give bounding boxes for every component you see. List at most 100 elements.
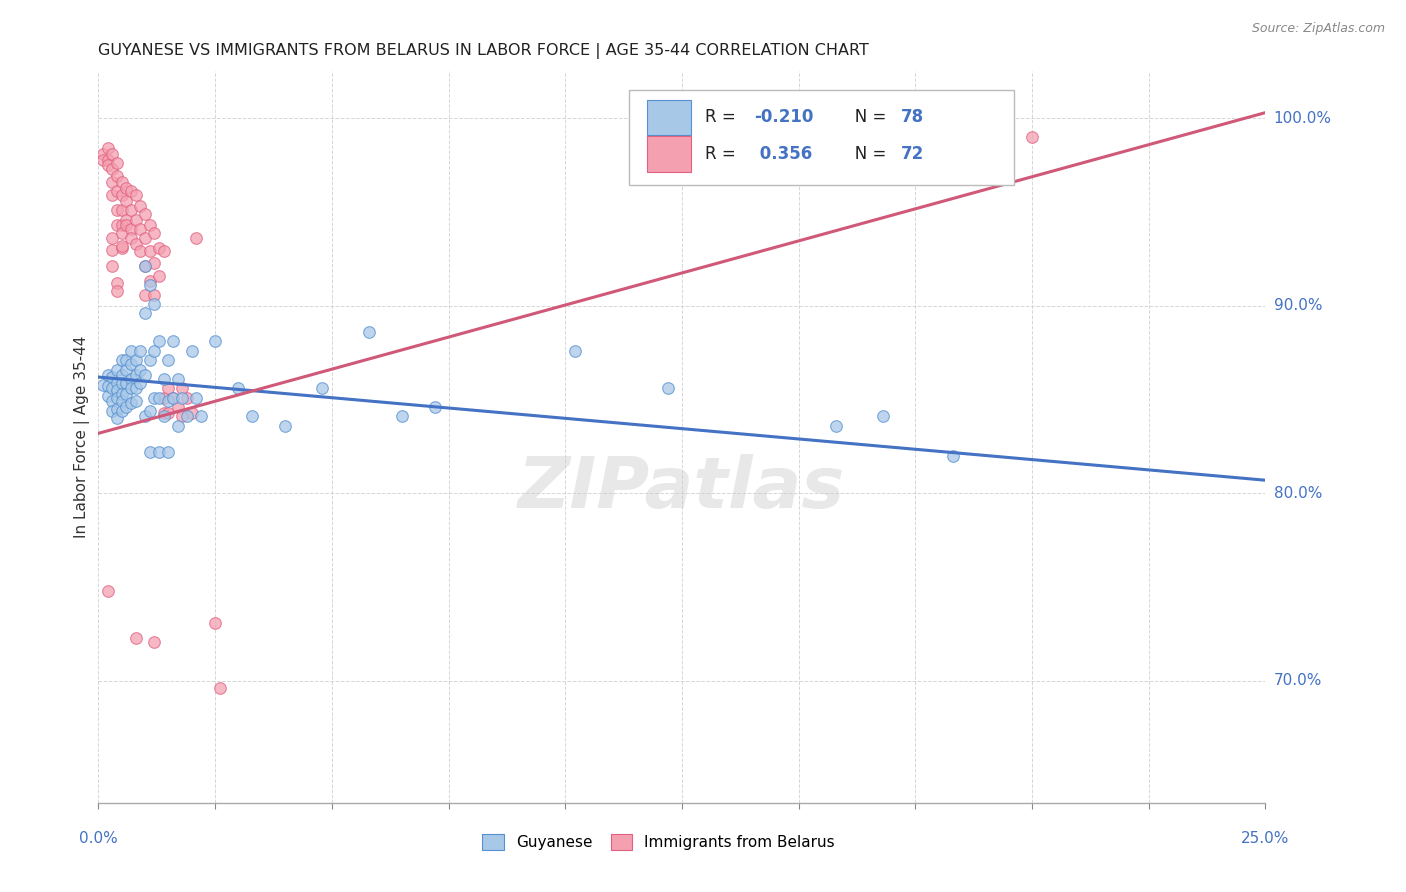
Point — [152, 391, 174, 405]
Point — [180, 343, 202, 358]
Point — [152, 409, 174, 424]
Point — [105, 362, 128, 376]
Point — [143, 226, 166, 240]
Point — [111, 376, 134, 390]
Point — [134, 368, 156, 383]
Point — [134, 287, 156, 301]
Text: 25.0%: 25.0% — [1241, 830, 1289, 846]
Point — [129, 376, 152, 390]
Point — [105, 218, 128, 232]
Point — [157, 406, 180, 420]
Text: 78: 78 — [901, 109, 924, 127]
Point — [105, 185, 128, 199]
Text: 0.356: 0.356 — [754, 145, 813, 163]
Point — [105, 277, 128, 291]
Point — [204, 615, 226, 630]
Point — [180, 406, 202, 420]
Point — [143, 287, 166, 301]
Point — [143, 255, 166, 269]
Point — [157, 353, 180, 368]
Point — [111, 188, 134, 202]
Point — [101, 188, 124, 202]
Point — [120, 357, 142, 371]
Point — [97, 389, 120, 403]
Point — [125, 353, 148, 368]
Text: 70.0%: 70.0% — [1274, 673, 1322, 689]
Point — [172, 391, 194, 405]
Point — [134, 306, 156, 320]
Point — [134, 231, 156, 245]
Point — [120, 396, 142, 410]
Point — [115, 400, 138, 414]
Point — [97, 368, 120, 383]
Point — [242, 409, 264, 424]
Point — [97, 141, 120, 155]
Point — [125, 394, 148, 409]
Text: N =: N = — [839, 145, 891, 163]
Point — [97, 158, 120, 172]
Text: R =: R = — [706, 145, 741, 163]
Point — [208, 681, 231, 696]
Point — [359, 325, 381, 339]
Point — [139, 274, 162, 288]
Point — [162, 334, 184, 349]
Point — [120, 231, 142, 245]
Point — [134, 409, 156, 424]
Point — [148, 391, 170, 405]
Point — [111, 239, 134, 253]
Text: ZIPatlas: ZIPatlas — [519, 454, 845, 523]
Point — [125, 381, 148, 395]
Point — [148, 445, 170, 459]
Point — [115, 194, 138, 208]
Point — [115, 387, 138, 401]
Point — [111, 368, 134, 383]
Point — [115, 212, 138, 227]
Point — [148, 241, 170, 255]
Point — [157, 445, 180, 459]
Point — [105, 284, 128, 298]
Point — [101, 243, 124, 257]
Text: -0.210: -0.210 — [754, 109, 814, 127]
FancyBboxPatch shape — [647, 100, 692, 135]
Point — [148, 268, 170, 283]
Point — [872, 409, 894, 424]
Point — [139, 404, 162, 418]
Text: 100.0%: 100.0% — [1274, 111, 1331, 126]
FancyBboxPatch shape — [630, 90, 1015, 185]
Point — [111, 404, 134, 418]
Point — [129, 244, 152, 259]
Point — [564, 343, 586, 358]
Text: 72: 72 — [901, 145, 925, 163]
Point — [139, 278, 162, 293]
Point — [1021, 130, 1043, 145]
Point — [152, 244, 174, 259]
Point — [152, 372, 174, 386]
Point — [105, 376, 128, 390]
Point — [105, 411, 128, 425]
Text: N =: N = — [839, 109, 891, 127]
Text: GUYANESE VS IMMIGRANTS FROM BELARUS IN LABOR FORCE | AGE 35-44 CORRELATION CHART: GUYANESE VS IMMIGRANTS FROM BELARUS IN L… — [98, 43, 869, 59]
Point — [391, 409, 413, 424]
Point — [129, 199, 152, 213]
Point — [143, 391, 166, 405]
Point — [111, 226, 134, 240]
Point — [120, 185, 142, 199]
Point — [125, 631, 148, 645]
Point — [134, 260, 156, 274]
Point — [120, 372, 142, 386]
Point — [120, 381, 142, 395]
Point — [942, 449, 965, 463]
Point — [139, 445, 162, 459]
Point — [129, 362, 152, 376]
Point — [105, 383, 128, 397]
Point — [157, 394, 180, 409]
Point — [111, 203, 134, 218]
Point — [176, 409, 198, 424]
Point — [172, 381, 194, 395]
Point — [105, 169, 128, 184]
FancyBboxPatch shape — [647, 136, 692, 171]
Point — [120, 222, 142, 236]
Point — [115, 362, 138, 376]
Point — [311, 381, 333, 395]
Point — [139, 244, 162, 259]
